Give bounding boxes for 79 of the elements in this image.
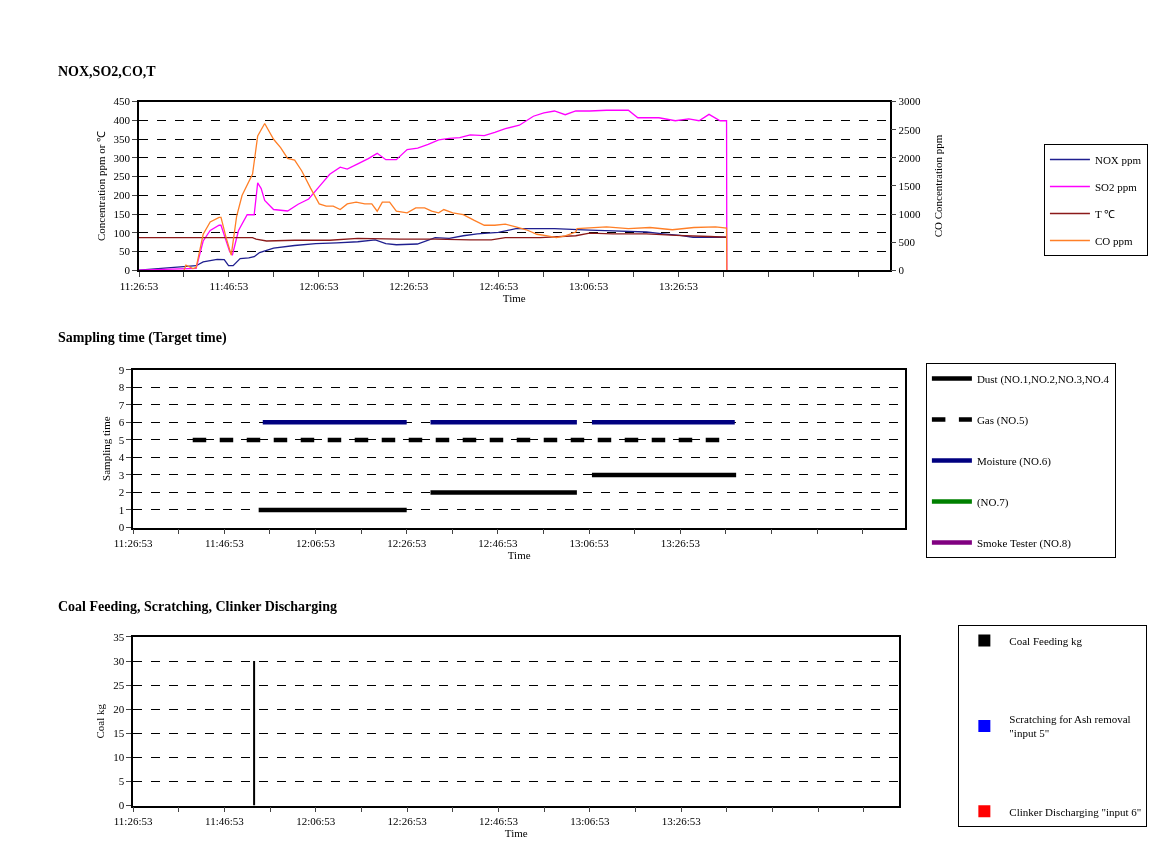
legend-label: T ℃ — [1094, 207, 1116, 220]
y-tick-label: 0 — [118, 799, 125, 812]
y-tick-label: 150 — [113, 207, 131, 220]
x-tick-label: 12:06:53 — [296, 815, 336, 828]
legend-label: Scratching for Ash removal "input 5" — [1009, 713, 1131, 740]
x-tick-label: 11:26:53 — [119, 280, 159, 293]
y-tick-label: 5 — [118, 775, 125, 788]
y-tick-label: 9 — [118, 363, 125, 376]
legend-label: Gas (NO.5) — [976, 413, 1029, 427]
legend-label: NOX ppm — [1094, 153, 1142, 166]
y2-tick-label: 2000 — [898, 151, 921, 164]
y-tick-label: 250 — [113, 170, 131, 183]
chart-title: Coal Feeding, Scratching, Clinker Discharging — [58, 599, 337, 614]
y2-tick-label: 3000 — [898, 95, 921, 108]
x-tick-label: 12:06:53 — [295, 537, 336, 550]
y-tick-label: 35 — [113, 630, 125, 643]
y2-tick-label: 1500 — [898, 179, 921, 192]
y-tick-label: 3 — [118, 468, 125, 481]
legend-label: Clinker Discharging "input 6" — [1009, 805, 1142, 818]
y-tick-label: 2 — [118, 486, 125, 499]
x-tick-label: 13:06:53 — [570, 815, 610, 828]
y2-tick-label: 2500 — [898, 123, 921, 136]
y-tick-label: 25 — [113, 678, 125, 691]
y-tick-label: 10 — [113, 751, 125, 764]
y-tick-label: 350 — [113, 132, 131, 145]
y-tick-label: 400 — [113, 114, 131, 127]
line-series — [139, 232, 728, 242]
y-tick-label: 0 — [124, 264, 131, 277]
x-axis-title: Time — [504, 827, 528, 840]
y-tick-label: 5 — [118, 433, 125, 446]
y2-tick-label: 0 — [898, 264, 905, 277]
x-tick-label: 13:26:53 — [659, 280, 699, 293]
x-tick-label: 11:46:53 — [205, 815, 245, 828]
x-tick-label: 13:06:53 — [569, 537, 610, 550]
x-tick-label: 12:46:53 — [478, 815, 519, 828]
y-axis-title: Concentration ppm or ℃ — [94, 130, 107, 242]
x-tick-label: 12:26:53 — [387, 815, 428, 828]
x-tick-label: 13:26:53 — [661, 815, 702, 828]
y-axis-title: Coal kg — [94, 703, 107, 739]
y-tick-label: 15 — [113, 727, 125, 740]
y2-tick-label: 1000 — [898, 207, 921, 220]
y-tick-label: 7 — [118, 398, 125, 411]
x-tick-label: 12:26:53 — [389, 280, 429, 293]
y-tick-label: 450 — [113, 95, 131, 108]
x-tick-label: 12:06:53 — [299, 280, 339, 293]
y-tick-label: 30 — [113, 654, 125, 667]
x-tick-label: 11:46:53 — [209, 280, 249, 293]
y-tick-label: 100 — [113, 226, 131, 239]
x-axis-title: Time — [507, 549, 531, 562]
legend-label: CO ppm — [1094, 234, 1133, 247]
y-tick-label: 8 — [118, 381, 125, 394]
y-tick-label: 50 — [119, 245, 131, 258]
x-tick-label: 11:26:53 — [113, 537, 153, 550]
x-tick-label: 12:26:53 — [387, 537, 427, 550]
y-tick-label: 6 — [118, 416, 125, 429]
legend-label: (NO.7) — [976, 495, 1009, 509]
y-tick-label: 300 — [113, 151, 131, 164]
y-tick-label: 1 — [118, 503, 125, 516]
y-tick-label: 200 — [113, 189, 131, 202]
y2-axis-title: CO Concentration ppm — [931, 134, 944, 238]
x-axis-title: Time — [502, 292, 526, 305]
x-tick-label: 13:06:53 — [569, 280, 609, 293]
chart-title: Sampling time (Target time) — [58, 330, 227, 346]
x-tick-label: 12:46:53 — [478, 537, 518, 550]
y-tick-label: 20 — [113, 703, 125, 716]
chart-title: NOX,SO2,CO,T — [58, 64, 157, 79]
legend-label: Coal Feeding kg — [1009, 634, 1083, 647]
y-tick-label: 0 — [118, 521, 125, 534]
legend-label: Moisture (NO.6) — [976, 454, 1052, 468]
y-axis-title: Sampling time — [99, 416, 112, 481]
y-tick-label: 4 — [118, 451, 125, 464]
x-tick-label: 13:26:53 — [660, 537, 701, 550]
legend-label: Dust (NO.1,NO.2,NO.3,NO.4 — [976, 372, 1110, 386]
y2-tick-label: 500 — [898, 235, 916, 248]
x-tick-label: 11:26:53 — [113, 815, 153, 828]
legend-label: SO2 ppm — [1094, 180, 1138, 193]
x-tick-label: 12:46:53 — [479, 280, 519, 293]
x-tick-label: 11:46:53 — [204, 537, 245, 550]
legend-label: Smoke Tester (NO.8) — [976, 536, 1072, 550]
